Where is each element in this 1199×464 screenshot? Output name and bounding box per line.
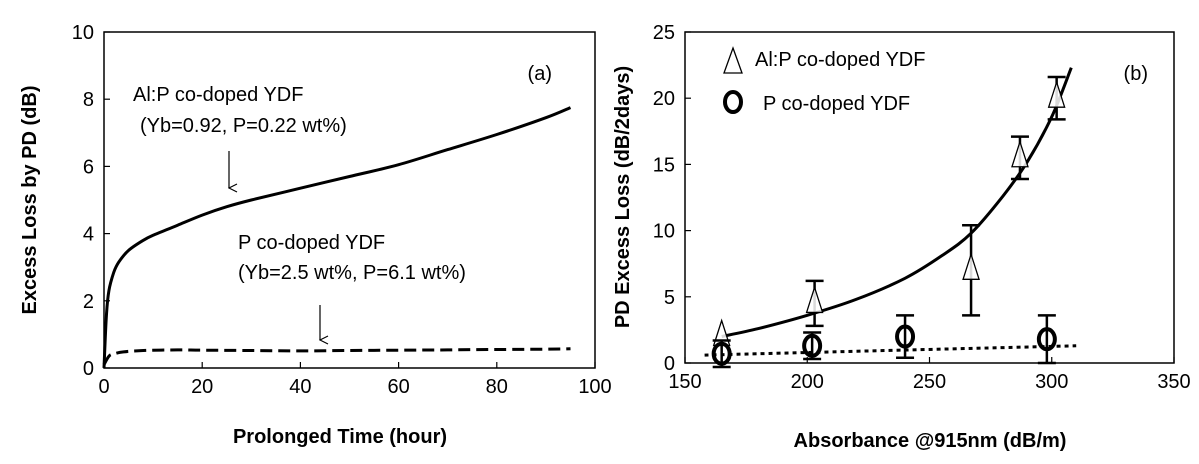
panel-a-x-tick-label: 40 xyxy=(289,376,311,398)
panel-b-y-tick-label: 15 xyxy=(653,154,675,176)
panel-b-x-axis-label: Absorbance @915nm (dB/m) xyxy=(794,430,1067,452)
panel-b-circle-point xyxy=(1036,327,1057,352)
panel-b-circle-point xyxy=(895,324,916,349)
panel-b-circle-point xyxy=(711,341,732,366)
panel-b-y-tick-label: 0 xyxy=(664,353,675,375)
panel-b-ticks: 150 200 250 300 350 0 5 10 15 20 25 xyxy=(653,22,1191,393)
panel-a: 0 20 40 60 80 100 0 2 4 6 8 10 (a) Al:P co-doped YD… xyxy=(19,22,612,448)
panel-a-annotation-2-line-1: P co-doped YDF xyxy=(238,232,385,254)
panel-b-fit-curve-2 xyxy=(704,344,1077,357)
panel-a-annotation-1-line-1: Al:P co-doped YDF xyxy=(133,84,303,106)
panel-b-legend: Al:P co-doped YDF P co-doped YDF xyxy=(723,46,925,115)
panel-b-x-tick-label: 300 xyxy=(1035,371,1068,393)
panel-a-y-tick-label: 10 xyxy=(72,22,94,44)
panel-b-triangle-point xyxy=(962,252,980,280)
panel-a-y-tick-label: 2 xyxy=(83,291,94,313)
panel-b-series xyxy=(704,67,1077,369)
panel-b-y-tick-label: 20 xyxy=(653,88,675,110)
panel-b-x-tick-label: 150 xyxy=(668,371,701,393)
panel-a-x-tick-label: 0 xyxy=(98,376,109,398)
legend-entry-al-p: Al:P co-doped YDF xyxy=(755,49,925,71)
panel-a-x-tick-label: 80 xyxy=(486,376,508,398)
panel-b-x-tick-label: 200 xyxy=(791,371,824,393)
panel-b-y-tick-label: 5 xyxy=(664,287,675,309)
panel-a-ticks: 0 20 40 60 80 100 0 2 4 6 8 10 xyxy=(72,22,612,398)
panel-a-annotation-2-line-2: (Yb=2.5 wt%, P=6.1 wt%) xyxy=(238,262,466,284)
panel-a-series xyxy=(102,106,572,369)
panel-b-y-tick-label: 25 xyxy=(653,22,675,44)
legend-triangle-marker xyxy=(723,46,743,74)
panel-b-triangle-point xyxy=(1011,139,1029,168)
panel-a-series-line-1 xyxy=(102,106,572,369)
panel-b-x-tick-label: 250 xyxy=(913,371,946,393)
panel-a-annotation-1-line-2: (Yb=0.92, P=0.22 wt%) xyxy=(140,115,347,137)
panel-b-plot-frame xyxy=(684,31,1175,364)
panel-b-circle-point xyxy=(802,333,823,358)
panel-a-y-tick-label: 0 xyxy=(83,358,94,380)
panel-a-x-tick-label: 100 xyxy=(578,376,611,398)
panel-a-series-line-2 xyxy=(102,347,571,366)
legend-entry-p: P co-doped YDF xyxy=(763,93,910,115)
panel-b-triangle-point xyxy=(1047,80,1066,108)
panel-a-x-tick-label: 20 xyxy=(191,376,213,398)
panel-a-y-tick-label: 6 xyxy=(83,156,94,178)
panel-b-y-axis-label: PD Excess Loss (dB/2days) xyxy=(612,66,634,328)
panel-b-triangle-point xyxy=(805,285,824,314)
panel-a-y-axis-label: Excess Loss by PD (dB) xyxy=(19,86,41,315)
panel-a-y-tick-label: 4 xyxy=(83,224,94,246)
panel-a-y-tick-label: 8 xyxy=(83,89,94,111)
panel-b-x-tick-label: 350 xyxy=(1157,371,1190,393)
legend-circle-marker xyxy=(723,90,743,114)
panel-a-plot-frame xyxy=(103,31,596,369)
panel-b-y-tick-label: 10 xyxy=(653,221,675,243)
panel-a-x-tick-label: 60 xyxy=(387,376,409,398)
panel-b: 150 200 250 300 350 0 5 10 15 20 25 (b) Al:P co-do… xyxy=(612,22,1191,452)
panel-a-x-axis-label: Prolonged Time (hour) xyxy=(233,426,447,448)
panel-a-label: (a) xyxy=(528,63,552,85)
panel-b-label: (b) xyxy=(1124,63,1148,85)
panel-b-fit-curve-1 xyxy=(721,67,1073,338)
